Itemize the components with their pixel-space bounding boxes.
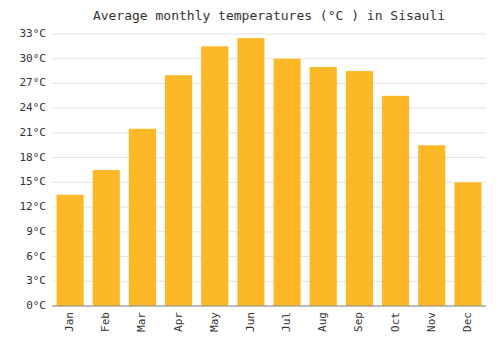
bar [454,182,481,306]
bar [129,129,156,306]
grid [52,34,486,306]
x-tick-label: Oct [389,312,402,332]
bar [274,59,301,306]
y-tick-label: 27°C [20,76,47,89]
bar [346,71,373,306]
y-tick-label: 24°C [20,101,47,114]
x-tick-label: Apr [172,312,185,332]
y-tick-label: 3°C [26,274,46,287]
chart-title: Average monthly temperatures (°C ) in Si… [93,8,445,23]
y-tick-label: 0°C [26,299,46,312]
chart-container: Average monthly temperatures (°C ) in Si… [0,0,500,350]
grid-line [52,34,486,35]
bar [310,67,337,306]
x-tick-label: Sep [352,312,365,332]
bar [382,96,409,306]
y-tick-label: 15°C [20,175,47,188]
bar [418,145,445,306]
x-axis-line [52,306,486,307]
grid-line [52,83,486,84]
grid-line [52,132,486,133]
x-tick-label: Jan [63,312,76,332]
x-tick-label: Jun [244,312,257,332]
bars [57,38,482,306]
x-tick-label: Jul [280,312,293,332]
bar [237,38,264,306]
x-tick-label: Mar [135,312,148,332]
x-tick-label: May [208,312,221,332]
y-tick-label: 33°C [20,27,47,40]
y-tick-label: 30°C [20,52,47,65]
y-tick-label: 9°C [26,225,46,238]
x-tick-label: Aug [316,312,329,332]
y-tick-label: 18°C [20,151,47,164]
bar [201,46,228,306]
x-tick-label: Dec [461,312,474,332]
grid-line [52,58,486,59]
bar [57,195,84,306]
bar [93,170,120,306]
chart-svg: Average monthly temperatures (°C ) in Si… [0,0,500,350]
y-tick-label: 6°C [26,250,46,263]
x-tick-label: Nov [425,312,438,332]
bar [165,75,192,306]
y-tick-label: 12°C [20,200,47,213]
y-tick-label: 21°C [20,126,47,139]
grid-line [52,108,486,109]
grid-line [52,306,486,307]
x-tick-label: Feb [99,312,112,332]
